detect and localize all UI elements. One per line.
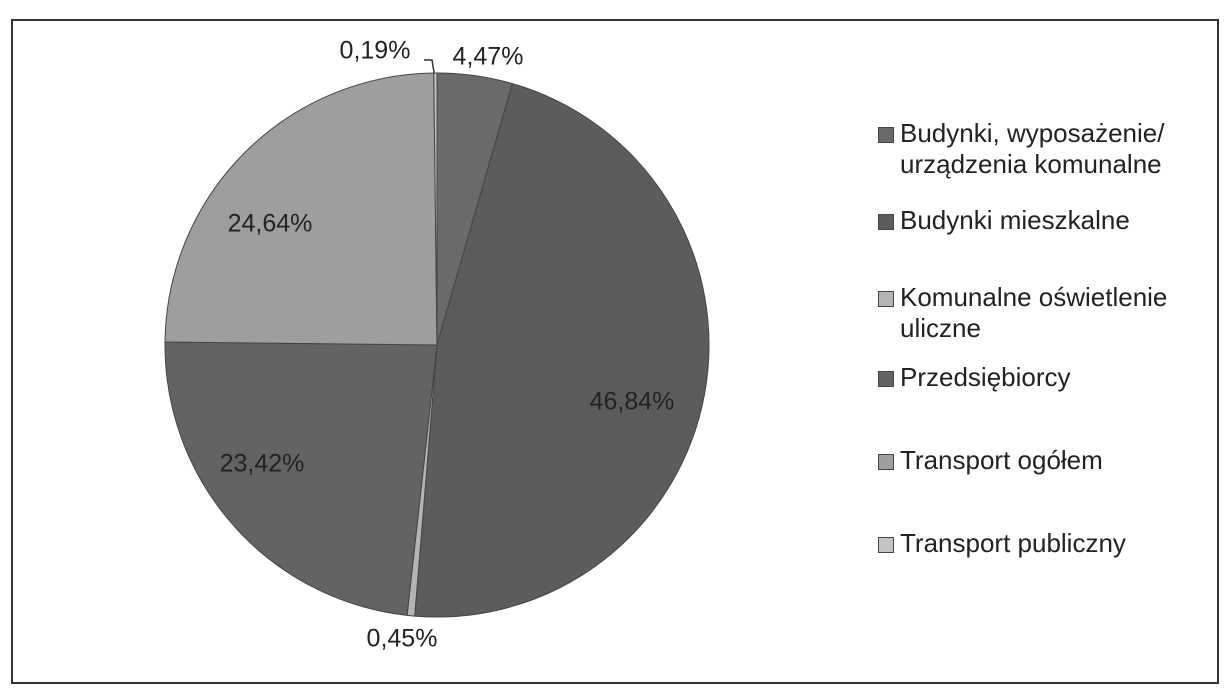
data-label: 4,47%	[453, 43, 524, 71]
legend-swatch	[878, 537, 894, 553]
pie-slice	[164, 341, 438, 616]
legend-swatch	[878, 371, 894, 387]
legend-swatch	[878, 291, 894, 307]
legend-entry: Budynki, wyposażenie/ urządzenia komunal…	[878, 118, 1228, 180]
legend-entry: Budynki mieszkalne	[878, 205, 1228, 236]
data-label: 46,84%	[590, 388, 675, 416]
data-label: 24,64%	[228, 210, 313, 238]
pie-slice	[414, 83, 710, 618]
legend-label: Budynki mieszkalne	[900, 205, 1130, 235]
data-label: 0,19%	[340, 37, 411, 65]
legend-label: Transport ogółem	[900, 445, 1103, 475]
legend-swatch	[878, 214, 894, 230]
legend-entry: Komunalne oświetlenie uliczne	[878, 282, 1228, 344]
legend-label: Komunalne oświetlenie uliczne	[900, 282, 1168, 343]
legend-label: Budynki, wyposażenie/ urządzenia komunal…	[900, 118, 1165, 179]
legend-entry: Transport publiczny	[878, 528, 1228, 559]
data-label: 23,42%	[220, 450, 305, 478]
legend-entry: Transport ogółem	[878, 445, 1228, 476]
legend-entry: Przedsiębiorcy	[878, 362, 1228, 393]
data-label: 0,45%	[367, 625, 438, 653]
legend-swatch	[878, 127, 894, 143]
legend-label: Transport publiczny	[900, 528, 1126, 558]
legend-label: Przedsiębiorcy	[900, 362, 1071, 392]
pie-slice	[433, 72, 438, 346]
pie-slice	[164, 72, 438, 346]
legend-swatch	[878, 454, 894, 470]
